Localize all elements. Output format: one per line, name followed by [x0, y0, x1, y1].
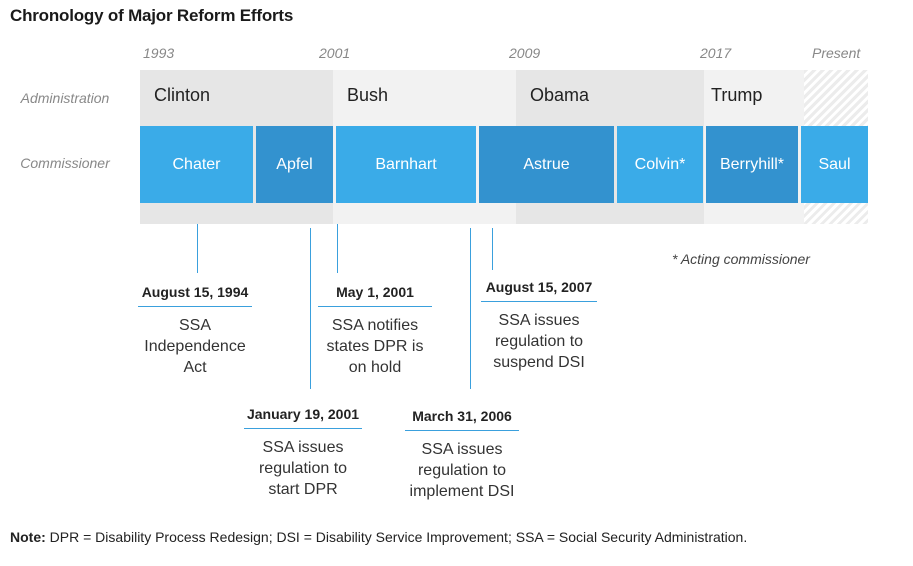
event-jan-2001: January 19, 2001 SSA issues regulation to…	[244, 406, 362, 500]
event-connector-1994	[197, 224, 198, 273]
row-label-administration: Administration	[20, 90, 110, 106]
commissioner-bar-astrue: Astrue	[479, 126, 614, 203]
event-2006: March 31, 2006 SSA issues regulation to im…	[405, 408, 519, 502]
event-2007: August 15, 2007 SSA issues regulation to s…	[481, 279, 597, 373]
commissioner-bar-berryhill: Berryhill*	[706, 126, 798, 203]
event-connector-may-2001	[337, 224, 338, 273]
year-label-2001: 2001	[319, 45, 351, 61]
chart-title: Chronology of Major Reform Efforts	[10, 6, 294, 25]
event-connector-jan-2001	[310, 228, 311, 389]
event-date: January 19, 2001	[244, 406, 362, 429]
event-1994: August 15, 1994 SSA Independence Act	[138, 284, 252, 378]
year-label-2017: 2017	[700, 45, 732, 61]
event-connector-2006	[470, 228, 471, 389]
event-description: SSA notifies states DPR is on hold	[326, 317, 424, 376]
admin-name-trump: Trump	[711, 85, 763, 105]
year-label-2009: 2009	[509, 45, 541, 61]
event-description: SSA issues regulation to start DPR	[258, 439, 348, 498]
row-label-commissioner: Commissioner	[20, 155, 110, 171]
event-date: May 1, 2001	[318, 284, 432, 307]
admin-name-bush: Bush	[347, 85, 389, 105]
year-label-present: Present	[812, 45, 861, 61]
year-label-1993: 1993	[143, 45, 175, 61]
commissioner-bar-colvin: Colvin*	[617, 126, 703, 203]
event-may-2001: May 1, 2001 SSA notifies states DPR is on …	[318, 284, 432, 378]
admin-name-obama: Obama	[530, 85, 590, 105]
commissioner-bar-saul: Saul	[801, 126, 868, 203]
footnote-label: Note:	[10, 529, 46, 545]
event-date: August 15, 2007	[481, 279, 597, 302]
admin-name-clinton: Clinton	[154, 85, 211, 105]
event-description: SSA issues regulation to suspend DSI	[493, 312, 585, 371]
event-connector-2007	[492, 228, 493, 270]
event-description: SSA Independence Act	[144, 317, 246, 376]
event-description: SSA issues regulation to implement DSI	[409, 441, 515, 500]
event-date: August 15, 1994	[138, 284, 252, 307]
commissioner-bar-chater: Chater	[140, 126, 253, 203]
acting-commissioner-note: * Acting commissioner	[672, 251, 810, 267]
commissioner-bar-apfel: Apfel	[256, 126, 333, 203]
commissioner-bar-barnhart: Barnhart	[336, 126, 476, 203]
event-date: March 31, 2006	[405, 408, 519, 431]
footnote: Note: DPR = Disability Process Redesign;…	[10, 529, 747, 545]
footnote-text: DPR = Disability Process Redesign; DSI =…	[45, 529, 748, 545]
